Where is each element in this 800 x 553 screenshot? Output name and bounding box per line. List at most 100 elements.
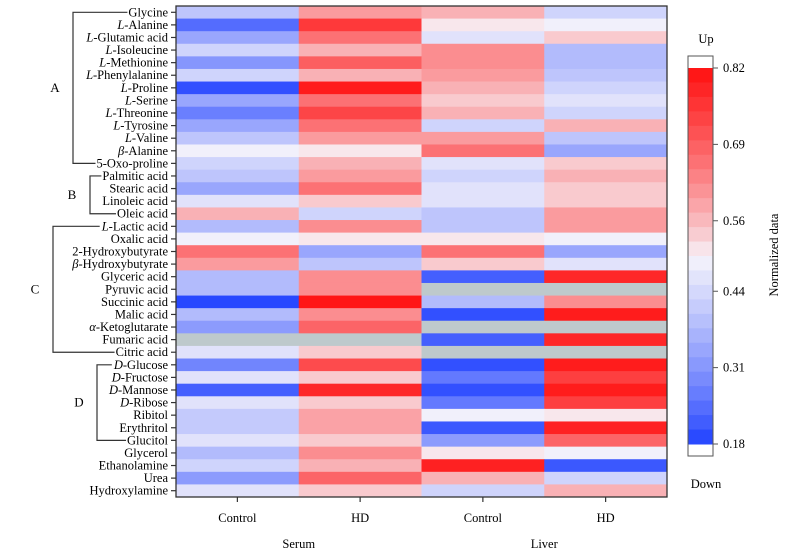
heatmap-cell (421, 169, 545, 183)
colorbar-tick-label: 0.69 (723, 137, 745, 151)
heatmap-cell (544, 434, 668, 448)
heatmap-cell (421, 182, 545, 196)
heatmap-cell (421, 6, 545, 19)
heatmap-cell (176, 6, 300, 19)
colorbar-step (688, 299, 713, 315)
heatmap-cell (544, 119, 668, 133)
heatmap-cell (544, 383, 668, 397)
heatmap-cell (421, 81, 545, 95)
heatmap-cell (544, 144, 668, 158)
heatmap-cell (421, 484, 545, 498)
row-label: Glycerol (124, 446, 168, 460)
heatmap-cell (176, 308, 300, 322)
row-label: L-Methionine (98, 56, 168, 70)
heatmap-cell (421, 434, 545, 448)
heatmap-cell (544, 43, 668, 57)
colorbar-step (688, 429, 713, 445)
heatmap-cell (176, 345, 300, 359)
colorbar-step (688, 227, 713, 243)
heatmap-cell (298, 169, 422, 183)
heatmap-cell (298, 333, 422, 347)
heatmap-cell (421, 446, 545, 460)
heatmap-cell (298, 43, 422, 57)
heatmap-cell (544, 182, 668, 196)
row-label: α-Ketoglutarate (89, 320, 168, 334)
heatmap-cell (298, 131, 422, 145)
heatmap-cell (544, 484, 668, 498)
row-label: L-Glutamic acid (85, 30, 168, 44)
heatmap-cell (298, 320, 422, 334)
heatmap-cell (298, 207, 422, 221)
row-label: Glycine (128, 5, 168, 19)
heatmap-cell (544, 320, 668, 334)
row-label: L-Isoleucine (105, 43, 169, 57)
row-label: Glyceric acid (101, 270, 169, 284)
colorbar: Up 0.82 0.69 0.56 0.44 0.31 0.18 Down Normali… (687, 32, 781, 491)
heatmap-cell (176, 446, 300, 460)
heatmap-cell (421, 18, 545, 32)
heatmap-cell (298, 345, 422, 359)
heatmap-cell (544, 169, 668, 183)
heatmap-cell (421, 43, 545, 57)
colorbar-tick-label: 0.56 (723, 214, 745, 228)
heatmap-cell (544, 6, 668, 19)
heatmap-cell (544, 31, 668, 45)
heatmap-cell (176, 459, 300, 473)
colorbar-step (688, 82, 713, 98)
row-label: D-Ribose (119, 396, 168, 410)
heatmap-cell (421, 471, 545, 485)
heatmap-cell (298, 18, 422, 32)
row-label: Succinic acid (101, 295, 169, 309)
row-label: L-Proline (120, 81, 169, 95)
heatmap-cell (421, 459, 545, 473)
colorbar-frame (687, 55, 714, 457)
heatmap-cell (421, 333, 545, 347)
row-label: Ribitol (133, 408, 168, 422)
colorbar-step (688, 415, 713, 431)
heatmap-cell (298, 408, 422, 422)
row-label: Hydroxylamine (90, 484, 169, 498)
heatmap-cell (544, 131, 668, 145)
colorbar-tick-label: 0.82 (723, 61, 745, 75)
heatmap-cell (176, 31, 300, 45)
heatmap-cell (544, 408, 668, 422)
heatmap-cell (176, 119, 300, 133)
colorbar-step (688, 212, 713, 228)
heatmap-cell (298, 119, 422, 133)
heatmap-cell (176, 56, 300, 70)
heatmap-cell (544, 157, 668, 171)
group-bracket (52, 225, 115, 353)
x-tick-label: Control (464, 511, 503, 525)
row-label: Glucitol (127, 433, 168, 447)
colorbar-step (688, 400, 713, 416)
row-label: 2-Hydroxybutyrate (72, 245, 168, 259)
heatmap-cell (421, 282, 545, 296)
heatmap-cell (176, 358, 300, 372)
heatmap-cell (298, 245, 422, 259)
heatmap-cell (421, 220, 545, 234)
x-group-label: Liver (531, 537, 559, 551)
heatmap-cell (544, 94, 668, 108)
colorbar-step (688, 328, 713, 344)
group-bracket (89, 175, 116, 215)
row-label: L-Phenylalanine (85, 68, 168, 82)
heatmap-cell (298, 220, 422, 234)
x-tick-label: HD (597, 511, 615, 525)
heatmap-cell (421, 396, 545, 410)
heatmap-cells (176, 6, 668, 498)
heatmap-cell (544, 194, 668, 208)
heatmap-cell (544, 56, 668, 70)
colorbar-up-label: Up (698, 32, 713, 46)
x-tick-label: HD (351, 511, 369, 525)
heatmap-cell (176, 245, 300, 259)
heatmap-cell (176, 68, 300, 82)
heatmap-cell (298, 484, 422, 498)
heatmap-cell (176, 270, 300, 284)
heatmap-cell (544, 446, 668, 460)
heatmap-cell (298, 144, 422, 158)
colorbar-ticks: 0.82 0.69 0.56 0.44 0.31 0.18 (713, 61, 746, 451)
heatmap-cell (176, 320, 300, 334)
heatmap-cell (176, 383, 300, 397)
heatmap-cell (544, 459, 668, 473)
row-label: D-Mannose (108, 383, 168, 397)
